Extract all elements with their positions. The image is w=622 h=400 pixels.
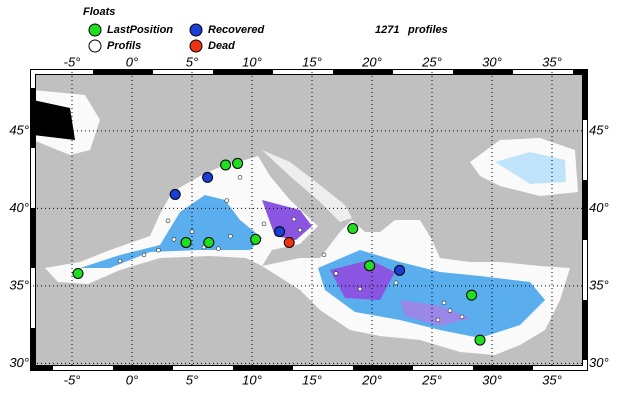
- x-tick-label: 10°: [242, 54, 262, 69]
- profile-point: [459, 314, 465, 320]
- y-tick-label: 30°: [589, 355, 609, 370]
- legend-label: Dead: [208, 40, 235, 52]
- float-marker: [274, 226, 286, 238]
- profile-point: [165, 218, 171, 224]
- x-tick-label: 25°: [421, 372, 442, 387]
- x-tick-label: 0°: [126, 54, 138, 69]
- float-marker: [250, 233, 262, 245]
- x-tick-label: 20°: [361, 372, 382, 387]
- y-tick-label: 40°: [9, 200, 29, 215]
- x-tick-label: 30°: [482, 372, 502, 387]
- float-marker: [466, 289, 478, 301]
- profile-point: [441, 300, 447, 306]
- y-tick-label: 35°: [589, 277, 609, 292]
- x-tick-label: 35°: [542, 54, 562, 69]
- profile-point: [393, 280, 399, 286]
- float-marker: [220, 159, 232, 171]
- x-tick-label: 15°: [302, 54, 322, 69]
- profile-point: [291, 216, 297, 222]
- x-tick-label: 20°: [361, 54, 382, 69]
- float-marker: [169, 188, 181, 200]
- profile-label: profiles: [407, 24, 448, 36]
- shelf: [495, 152, 566, 184]
- x-tick-label: -5°: [64, 54, 81, 69]
- x-tick-label: 30°: [482, 54, 502, 69]
- float-marker: [203, 236, 215, 248]
- profile-point: [171, 237, 177, 242]
- x-tick-label: 5°: [186, 372, 198, 387]
- float-marker: [180, 236, 192, 248]
- x-tick-label: 0°: [126, 372, 138, 387]
- float-marker: [474, 334, 486, 346]
- float-marker: [72, 267, 84, 279]
- profile-point: [333, 271, 339, 276]
- float-marker: [347, 223, 359, 235]
- profile-point: [141, 252, 147, 258]
- profile-point: [435, 317, 441, 323]
- profile-point: [216, 246, 221, 251]
- float-marker: [394, 264, 406, 276]
- legend-marker: [88, 39, 102, 53]
- sea: [262, 150, 352, 222]
- profile-point: [297, 227, 303, 233]
- float-marker: [283, 236, 295, 248]
- y-tick-label: 30°: [9, 355, 29, 370]
- legend-label: Profils: [107, 40, 141, 52]
- profile-point: [156, 247, 161, 253]
- legend-label: Recovered: [208, 24, 265, 36]
- profile-point: [237, 175, 243, 180]
- legend-label: LastPosition: [107, 24, 173, 36]
- profile-point: [261, 221, 267, 227]
- x-tick-label: -5°: [64, 372, 81, 387]
- deep-sea: [400, 300, 470, 326]
- y-tick-label: 35°: [9, 277, 29, 292]
- profile-point: [228, 234, 233, 239]
- profile-point: [321, 252, 327, 258]
- profile-point: [447, 308, 453, 313]
- legend: Floats: [83, 6, 115, 18]
- profile-count: 1271: [375, 24, 399, 36]
- legend-title: Floats: [83, 6, 115, 18]
- legend-marker: [189, 39, 203, 53]
- profile-point: [189, 229, 195, 234]
- profile-point: [357, 286, 363, 292]
- float-marker: [202, 171, 214, 183]
- deep-sea: [330, 260, 395, 300]
- x-tick-label: 25°: [421, 54, 442, 69]
- legend-marker: [189, 23, 203, 37]
- profile-point: [224, 198, 230, 203]
- map-area: [30, 69, 588, 371]
- x-tick-label: 15°: [302, 372, 322, 387]
- x-tick-label: 5°: [186, 54, 198, 69]
- deep-sea: [33, 100, 75, 140]
- y-tick-label: 45°: [589, 122, 609, 137]
- x-tick-label: 10°: [242, 372, 262, 387]
- float-marker: [364, 260, 376, 272]
- x-tick-label: 35°: [542, 372, 562, 387]
- frame-pattern: [31, 70, 587, 370]
- legend-marker: [88, 23, 102, 37]
- y-tick-label: 45°: [9, 122, 29, 137]
- float-marker: [232, 157, 244, 169]
- y-tick-label: 40°: [589, 200, 609, 215]
- profile-point: [117, 258, 123, 264]
